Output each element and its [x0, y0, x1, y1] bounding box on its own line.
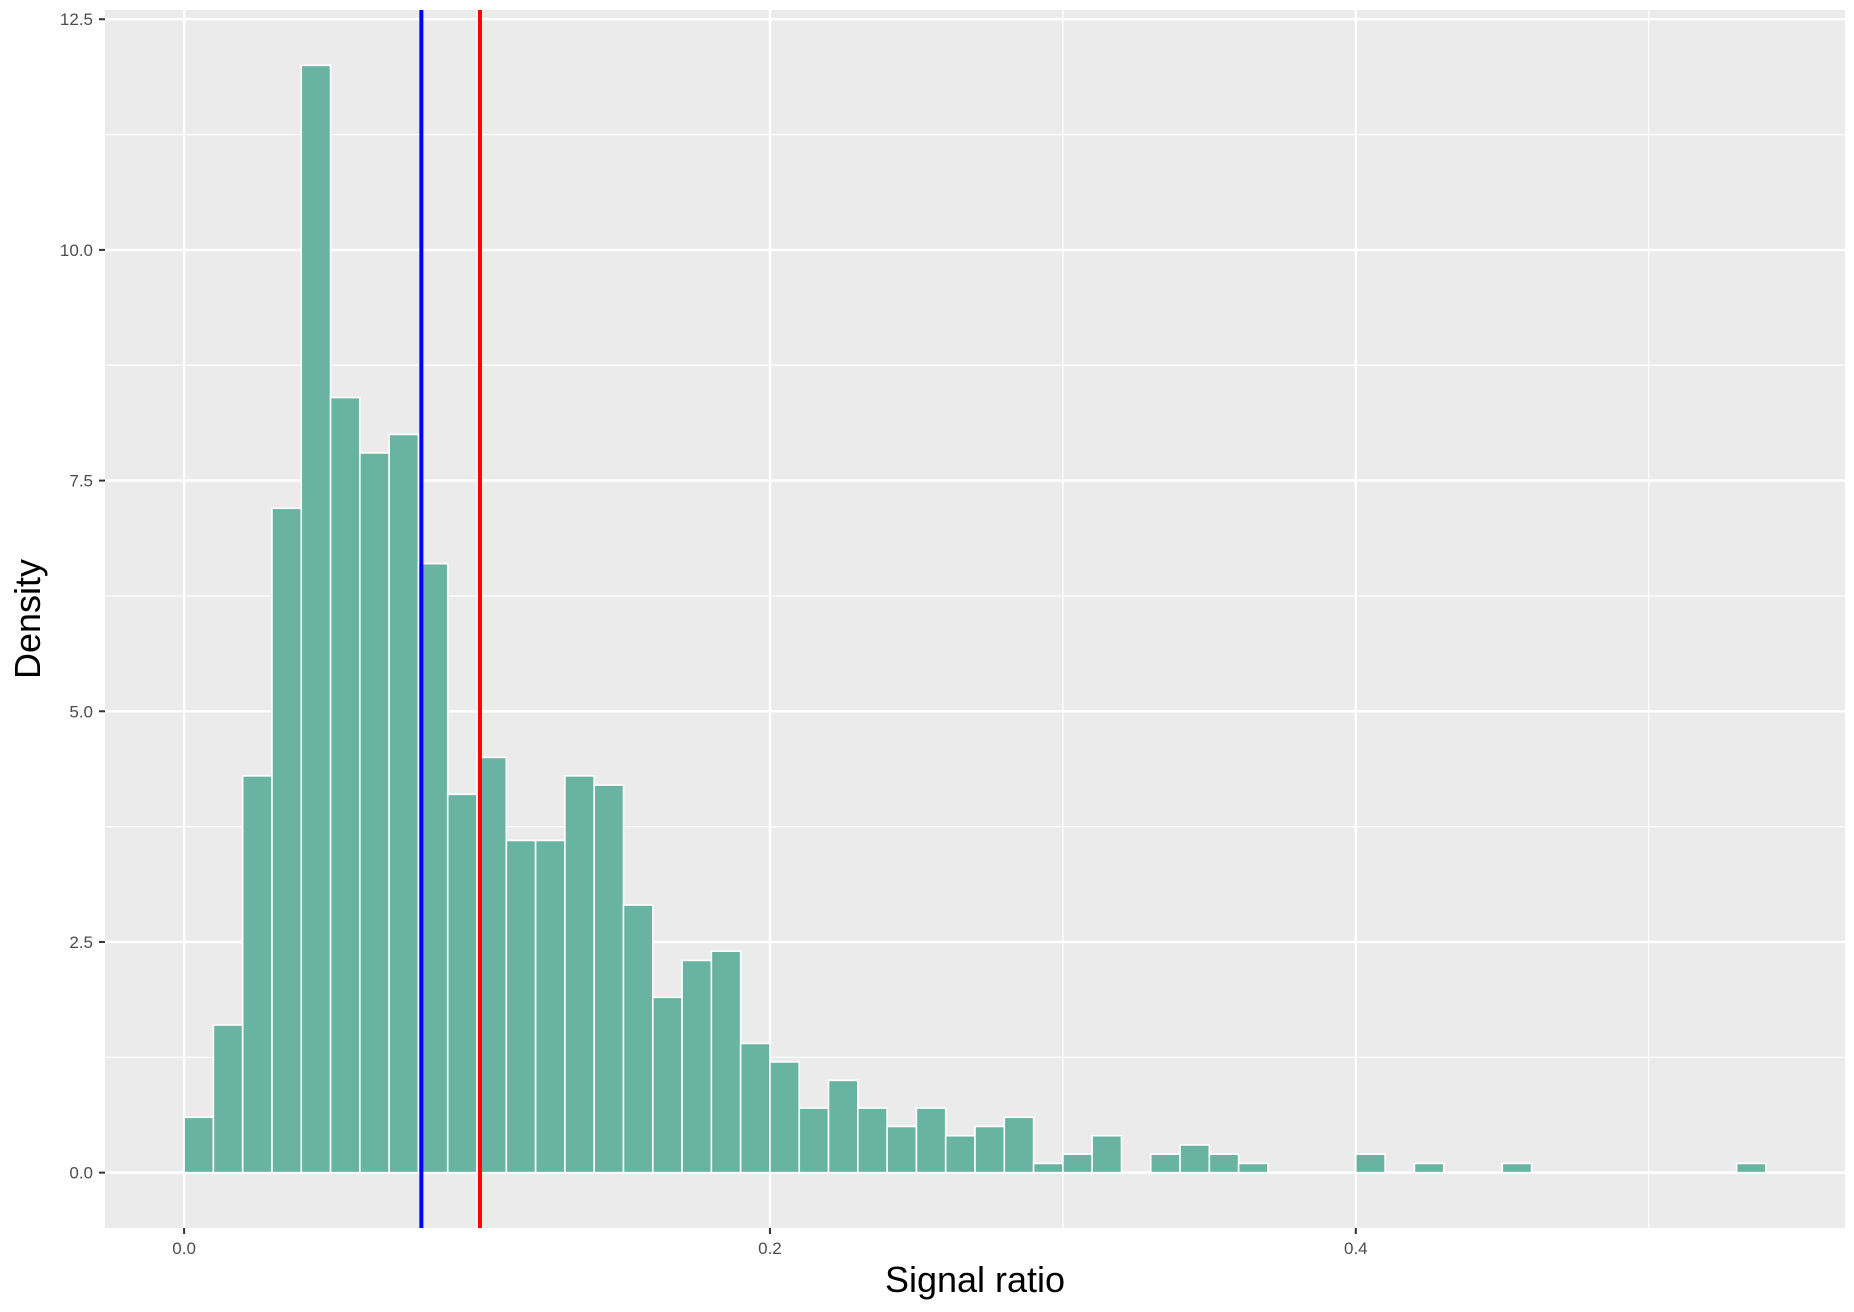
- histogram-bar: [827, 1079, 859, 1174]
- histogram-bar: [710, 950, 742, 1174]
- histogram-bar: [388, 433, 420, 1174]
- histogram-bars: [183, 64, 1767, 1174]
- histogram-bar: [329, 396, 361, 1174]
- histogram-bar: [183, 1116, 215, 1174]
- histogram-bar: [1179, 1144, 1211, 1174]
- histogram-bar: [1003, 1116, 1035, 1174]
- histogram-bar: [593, 784, 625, 1174]
- histogram-bar: [1062, 1153, 1093, 1174]
- histogram-bar: [681, 959, 713, 1174]
- histogram-bar: [241, 775, 273, 1174]
- x-tick-label: 0.4: [1344, 1239, 1368, 1258]
- histogram-bar: [739, 1042, 771, 1174]
- histogram-bar: [769, 1061, 801, 1174]
- histogram-bar: [798, 1107, 830, 1174]
- y-tick-label: 2.5: [69, 933, 93, 952]
- histogram-bar: [622, 904, 654, 1174]
- histogram-bar: [944, 1134, 976, 1174]
- x-tick-label: 0.2: [758, 1239, 782, 1258]
- y-tick-label: 0.0: [69, 1164, 93, 1183]
- y-tick-label: 5.0: [69, 702, 93, 721]
- y-axis-title: Density: [7, 559, 48, 679]
- y-tick-label: 10.0: [60, 241, 93, 260]
- histogram-bar: [651, 996, 683, 1174]
- histogram-bar: [271, 507, 303, 1174]
- x-axis-title: Signal ratio: [885, 1259, 1065, 1300]
- histogram-bar: [857, 1107, 888, 1174]
- x-axis: 0.0 0.2 0.4: [172, 1228, 1368, 1258]
- y-tick-label: 12.5: [60, 10, 93, 29]
- y-tick-label: 7.5: [69, 472, 93, 491]
- histogram-bar: [446, 793, 478, 1174]
- histogram-bar: [359, 452, 390, 1174]
- histogram-bar: [1413, 1162, 1445, 1174]
- x-tick-label: 0.0: [172, 1239, 196, 1258]
- histogram-bar: [1208, 1153, 1240, 1174]
- y-axis: 0.0 2.5 5.0 7.5 10.0 12.5: [60, 10, 105, 1183]
- histogram-bar: [974, 1125, 1006, 1174]
- histogram-bar: [1091, 1134, 1123, 1174]
- histogram-bar: [1501, 1162, 1533, 1174]
- histogram-bar: [1735, 1162, 1767, 1174]
- histogram-bar: [534, 839, 566, 1174]
- major-gridlines: [105, 10, 1845, 1228]
- histogram-bar: [915, 1107, 947, 1174]
- histogram-bar: [212, 1024, 244, 1174]
- reference-lines: [419, 10, 482, 1228]
- histogram-bar: [1237, 1162, 1269, 1174]
- histogram-bar: [564, 775, 595, 1174]
- histogram-bar: [1032, 1162, 1064, 1174]
- histogram-bar: [886, 1125, 918, 1174]
- histogram-bar: [300, 64, 332, 1174]
- histogram-bar: [1149, 1153, 1181, 1174]
- histogram-bar: [505, 839, 537, 1174]
- histogram-bar: [1355, 1153, 1386, 1174]
